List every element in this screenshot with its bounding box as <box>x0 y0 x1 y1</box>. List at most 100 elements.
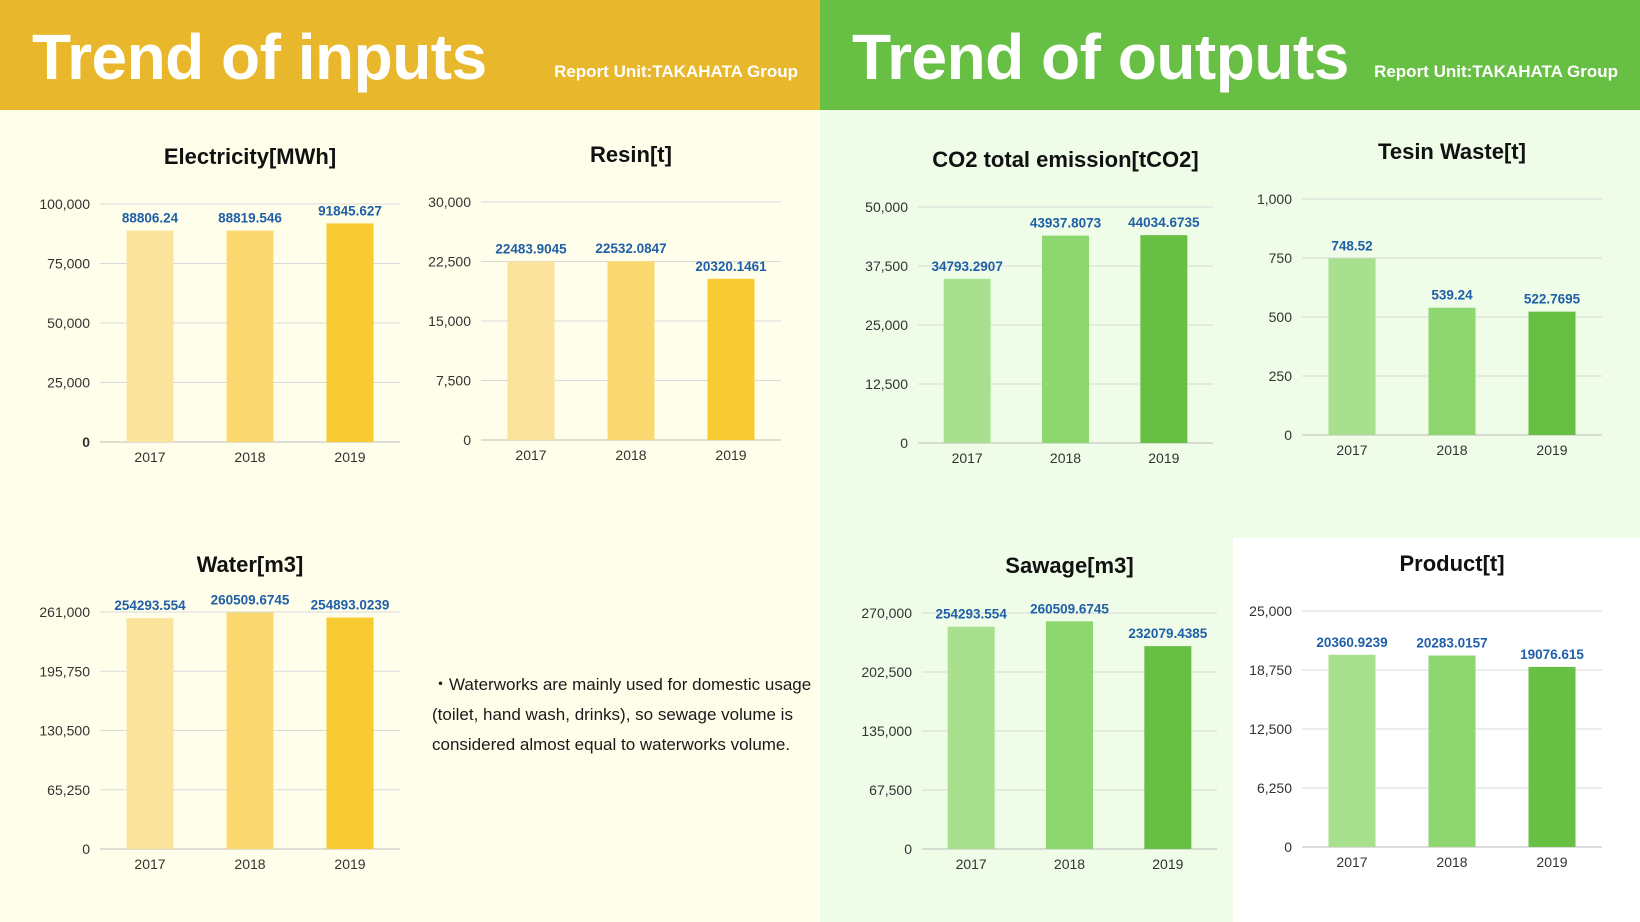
data-label: 44034.6735 <box>1128 215 1200 230</box>
chart-title: Sawage[m3] <box>1005 553 1133 578</box>
resin-chart: Resin[t] 0 7,500 15,000 22,500 30,000 22483.90… <box>428 142 781 463</box>
y-tick-label: 12,500 <box>865 376 908 392</box>
y-tick-label: 25,000 <box>865 317 908 333</box>
x-tick-label: 2019 <box>1148 450 1179 466</box>
y-tick-label: 0 <box>1284 427 1292 443</box>
y-tick-label: 37,500 <box>865 258 908 274</box>
data-label: 539.24 <box>1431 288 1473 303</box>
x-tick-label: 2017 <box>956 856 987 872</box>
x-tick-label: 2017 <box>1336 854 1367 870</box>
y-tick-label: 15,000 <box>428 313 471 329</box>
bar-2017 <box>126 230 174 442</box>
outputs-header: Trend of outputs Report Unit:TAKAHATA Gr… <box>820 0 1640 110</box>
x-tick-label: 2018 <box>1054 856 1085 872</box>
chart-title: CO2 total emission[tCO2] <box>932 147 1198 172</box>
y-tick-label: 75,000 <box>47 256 90 272</box>
y-tick-label: 25,000 <box>47 375 90 391</box>
y-tick-label: 0 <box>82 841 90 857</box>
chart-title: Water[m3] <box>197 552 304 577</box>
inputs-report-unit: Report Unit:TAKAHATA Group <box>554 62 798 81</box>
bar-2017 <box>1328 654 1376 847</box>
y-tick-label: 1,000 <box>1257 191 1292 207</box>
x-tick-label: 2019 <box>1152 856 1183 872</box>
data-label: 19076.615 <box>1520 647 1584 662</box>
x-tick-label: 2019 <box>334 449 365 465</box>
x-tick-label: 2018 <box>615 447 646 463</box>
y-tick-label: 25,000 <box>1249 603 1292 619</box>
y-tick-label: 67,500 <box>869 782 912 798</box>
bar-2018 <box>1428 307 1476 435</box>
tesin-waste-chart: Tesin Waste[t] 0 250 500 750 1,000 748.52 2017 5… <box>1257 139 1602 458</box>
x-tick-label: 2017 <box>134 856 165 872</box>
x-tick-label: 2018 <box>234 856 265 872</box>
y-tick-label: 6,250 <box>1257 780 1292 796</box>
data-label: 232079.4385 <box>1128 626 1207 641</box>
x-tick-label: 2018 <box>234 449 265 465</box>
y-tick-label: 0 <box>904 841 912 857</box>
data-label: 260509.6745 <box>1030 601 1109 616</box>
bar-2019 <box>1144 646 1192 849</box>
x-tick-label: 2019 <box>334 856 365 872</box>
x-tick-label: 2019 <box>715 447 746 463</box>
chart-title: Product[t] <box>1399 551 1504 576</box>
bar-2018 <box>607 261 655 440</box>
bar-2017 <box>1328 258 1376 435</box>
data-label: 88806.24 <box>122 211 179 226</box>
chart-title: Resin[t] <box>590 142 672 167</box>
y-tick-label: 0 <box>900 435 908 451</box>
data-label: 22483.9045 <box>495 242 567 257</box>
y-tick-label: 261,000 <box>39 604 90 620</box>
y-tick-label: 7,500 <box>436 373 471 389</box>
chart-title: Electricity[MWh] <box>164 144 336 169</box>
y-tick-label: 18,750 <box>1249 662 1292 678</box>
x-tick-label: 2018 <box>1436 442 1467 458</box>
x-tick-label: 2019 <box>1536 442 1567 458</box>
data-label: 20320.1461 <box>695 259 767 274</box>
data-label: 522.7695 <box>1524 292 1581 307</box>
x-tick-label: 2017 <box>952 450 983 466</box>
y-tick-label: 135,000 <box>861 723 912 739</box>
y-tick-label: 50,000 <box>865 199 908 215</box>
bar-2019 <box>1528 311 1576 435</box>
x-tick-label: 2017 <box>1336 442 1367 458</box>
y-tick-label: 100,000 <box>39 196 90 212</box>
y-tick-label: 500 <box>1269 309 1293 325</box>
bar-2017 <box>943 278 991 443</box>
x-tick-label: 2017 <box>134 449 165 465</box>
co2-chart: CO2 total emission[tCO2] 0 12,500 25,000 37,… <box>865 147 1213 466</box>
y-tick-label: 30,000 <box>428 194 471 210</box>
bar-2017 <box>126 618 174 849</box>
outputs-report-unit: Report Unit:TAKAHATA Group <box>1374 62 1618 81</box>
bar-2018 <box>226 230 274 442</box>
bar-2019 <box>1140 235 1188 443</box>
x-tick-label: 2019 <box>1536 854 1567 870</box>
y-tick-label: 22,500 <box>428 254 471 270</box>
electricity-chart: Electricity[MWh] 0 25,000 50,000 75,000 100,0… <box>39 144 400 465</box>
x-tick-label: 2017 <box>515 447 546 463</box>
y-tick-label: 0 <box>82 434 90 450</box>
x-tick-label: 2018 <box>1436 854 1467 870</box>
bar-2019 <box>1528 666 1576 847</box>
inputs-title: Trend of inputs <box>32 21 487 93</box>
bar-2019 <box>707 278 755 440</box>
data-label: 20360.9239 <box>1316 635 1387 650</box>
data-label: 260509.6745 <box>211 592 290 607</box>
y-tick-label: 0 <box>1284 839 1292 855</box>
y-tick-label: 12,500 <box>1249 721 1292 737</box>
inputs-header: Trend of inputs Report Unit:TAKAHATA Gro… <box>0 0 820 110</box>
bar-2018 <box>226 612 274 849</box>
data-label: 88819.546 <box>218 211 282 226</box>
water-chart: Water[m3] 0 65,250 130,500 195,750 261,000 254… <box>39 552 400 872</box>
data-label: 34793.2907 <box>932 259 1003 274</box>
bar-2019 <box>326 617 374 849</box>
y-tick-label: 50,000 <box>47 315 90 331</box>
data-label: 43937.8073 <box>1030 216 1102 231</box>
sewage-chart: Sawage[m3] 0 67,500 135,000 202,500 270,000 25… <box>861 553 1217 872</box>
y-tick-label: 250 <box>1269 368 1293 384</box>
data-label: 254293.554 <box>114 598 186 613</box>
y-tick-label: 65,250 <box>47 782 90 798</box>
product-chart: Product[t] 0 6,250 12,500 18,750 25,000 20360.… <box>1249 551 1602 870</box>
bar-2018 <box>1046 621 1093 849</box>
bar-2018 <box>1428 655 1476 847</box>
y-tick-label: 195,750 <box>39 663 90 679</box>
